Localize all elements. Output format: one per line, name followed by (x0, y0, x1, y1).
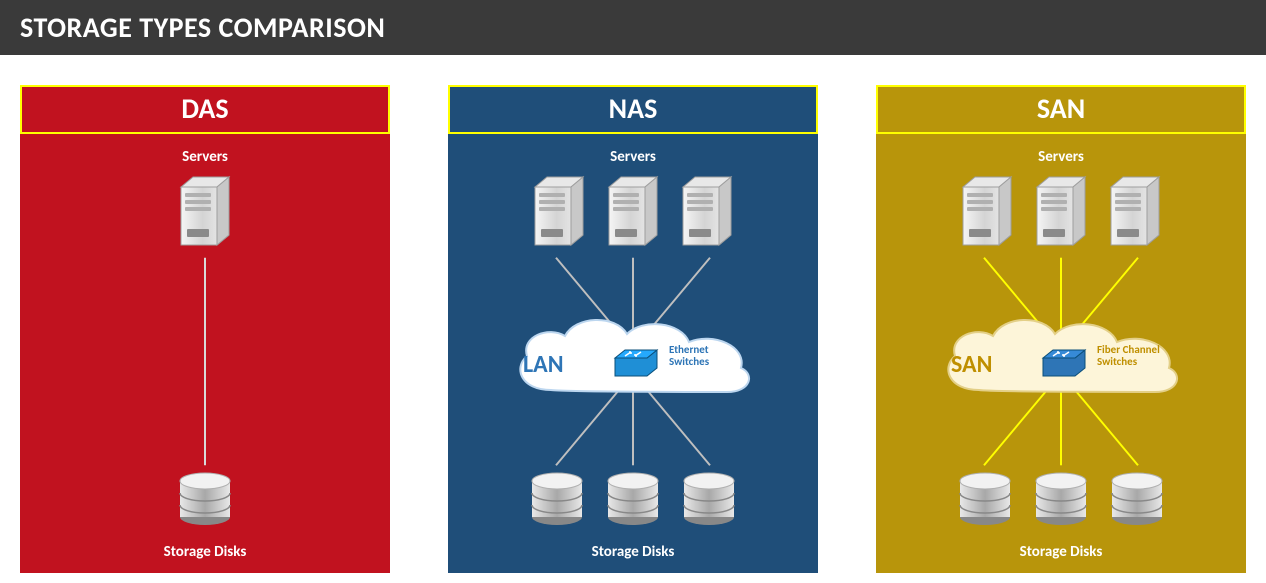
switch-label: Fiber Channel Switches (1097, 344, 1177, 369)
connections-area (20, 254, 390, 469)
servers-label: Servers (1038, 148, 1084, 166)
connection-lines (20, 254, 390, 469)
disk-icon (176, 469, 234, 527)
server-icon (531, 173, 587, 254)
server-icon (679, 173, 735, 254)
panel-san: SAN Servers (876, 85, 1246, 573)
disks-label: Storage Disks (592, 543, 675, 561)
disk-icon (1108, 469, 1166, 527)
disk-icon (1108, 469, 1166, 532)
servers-row (531, 174, 735, 254)
servers-label: Servers (610, 148, 656, 166)
cloud-label: LAN (523, 350, 564, 379)
connections-area: SAN Fiber Channel Switches (876, 254, 1246, 469)
server-icon (1107, 173, 1163, 249)
panel-header-das: DAS (20, 85, 390, 134)
server-icon (531, 173, 587, 249)
switch-label: Ethernet Switches (669, 344, 749, 369)
disk-icon (956, 469, 1014, 527)
server-icon (959, 173, 1015, 254)
panel-header-nas: NAS (448, 85, 818, 134)
panel-das: DAS Servers Storage Disks (20, 85, 390, 573)
server-icon (1107, 173, 1163, 254)
servers-label: Servers (182, 148, 228, 166)
disks-row (528, 469, 738, 533)
servers-row (177, 174, 233, 254)
server-icon (177, 173, 233, 249)
server-icon (177, 173, 233, 254)
disks-row (176, 469, 234, 533)
network-cloud: SAN Fiber Channel Switches (931, 312, 1191, 412)
disk-icon (528, 469, 586, 527)
switch-icon (1041, 348, 1087, 383)
disk-icon (528, 469, 586, 532)
panel-nas: NAS Servers (448, 85, 818, 573)
disk-icon (1032, 469, 1090, 532)
switch-icon (613, 348, 659, 378)
server-icon (605, 173, 661, 249)
server-icon (959, 173, 1015, 249)
disk-icon (680, 469, 738, 527)
server-icon (679, 173, 735, 249)
servers-row (959, 174, 1163, 254)
disks-label: Storage Disks (1020, 543, 1103, 561)
disks-label: Storage Disks (164, 543, 247, 561)
panels-container: DAS Servers Storage Disks NAS Servers (0, 55, 1266, 583)
disk-icon (604, 469, 662, 532)
server-icon (1033, 173, 1089, 254)
disk-icon (680, 469, 738, 532)
disk-icon (956, 469, 1014, 532)
page-title: STORAGE TYPES COMPARISON (0, 0, 1266, 55)
switch-icon (613, 348, 659, 383)
panel-header-san: SAN (876, 85, 1246, 134)
disk-icon (176, 469, 234, 532)
disks-row (956, 469, 1166, 533)
connections-area: LAN Ethernet Switches (448, 254, 818, 469)
disk-icon (1032, 469, 1090, 527)
server-icon (605, 173, 661, 254)
cloud-label: SAN (951, 350, 992, 379)
switch-icon (1041, 348, 1087, 378)
network-cloud: LAN Ethernet Switches (503, 312, 763, 412)
server-icon (1033, 173, 1089, 249)
disk-icon (604, 469, 662, 527)
